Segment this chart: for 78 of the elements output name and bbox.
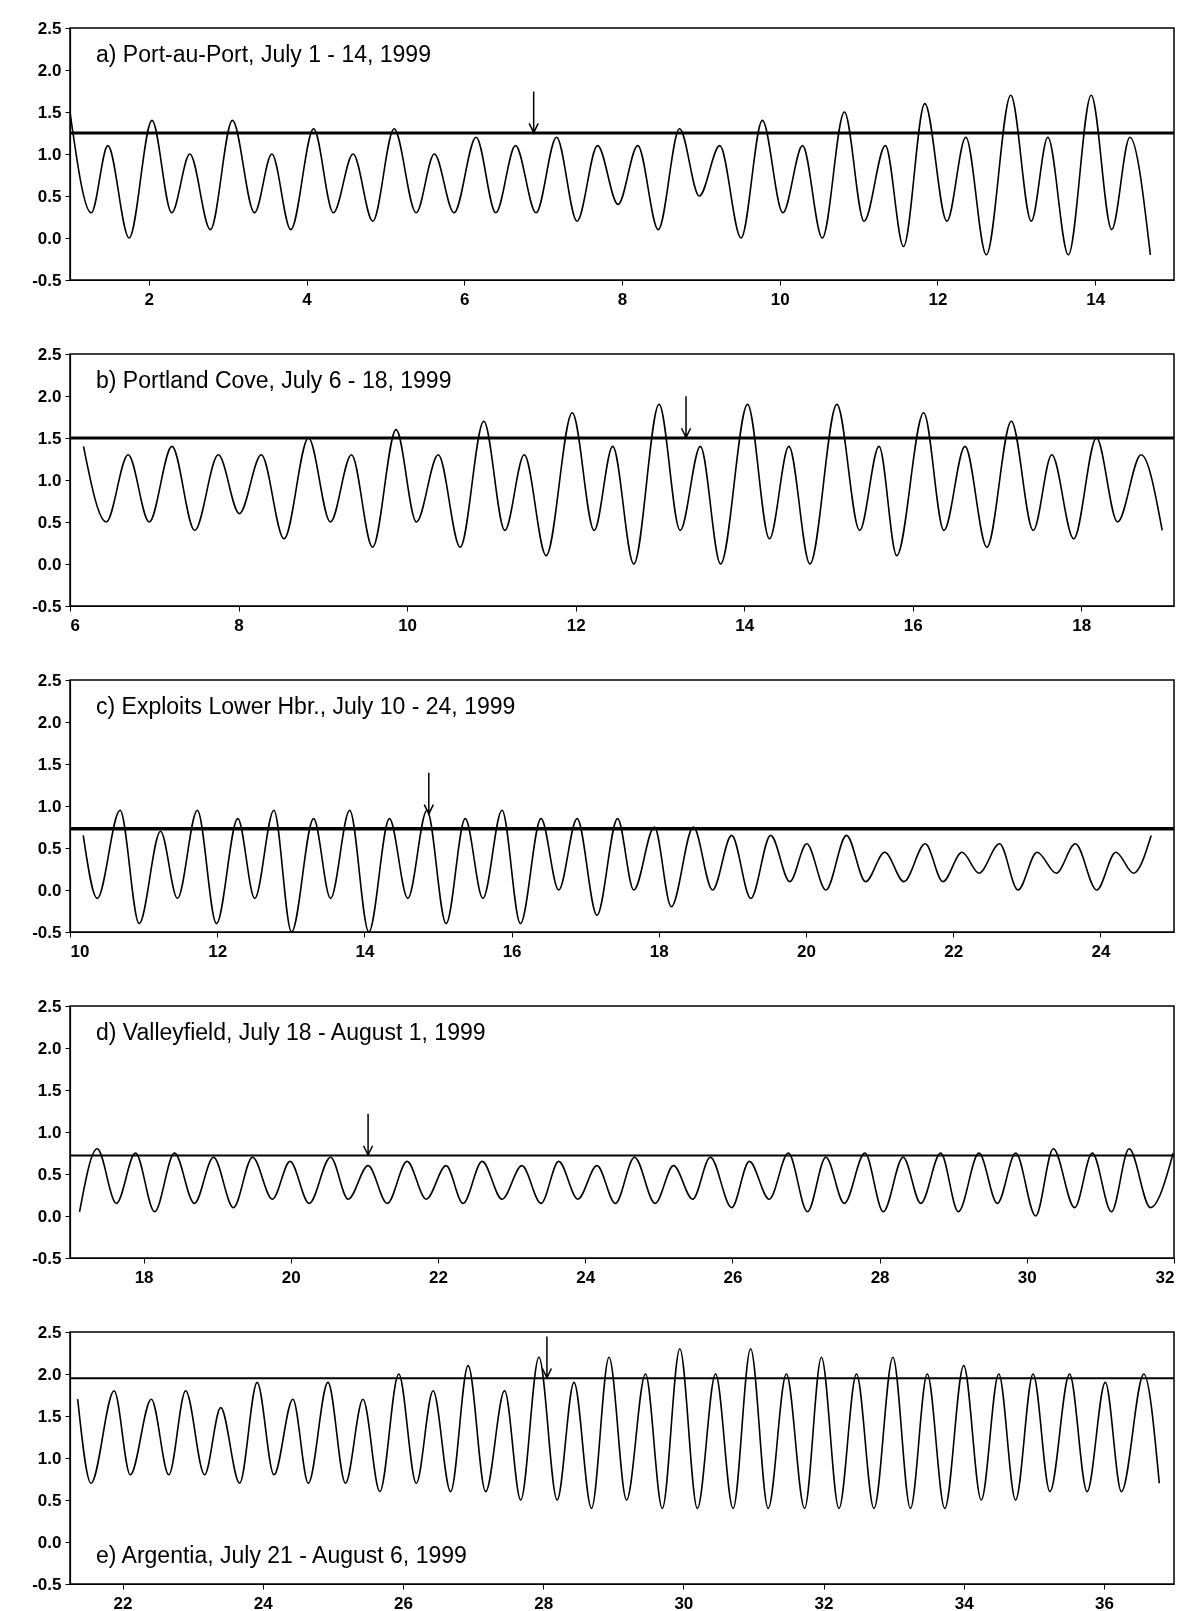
y-tick-label: -0.5: [32, 1248, 62, 1268]
x-tick-label: 12: [208, 941, 228, 961]
y-tick-label: 0.5: [37, 512, 62, 532]
x-tick-label: 22: [944, 941, 964, 961]
x-tick-label: 8: [234, 615, 244, 635]
x-tick-label: 14: [355, 941, 375, 961]
y-tick-label: 1.0: [37, 1448, 62, 1468]
y-tick-label: 1.5: [37, 428, 62, 448]
y-tick-label: 1.5: [37, 754, 62, 774]
x-tick-label: 14: [1086, 289, 1106, 309]
y-tick-label: 0.5: [37, 1490, 62, 1510]
x-tick-label: 18: [649, 941, 669, 961]
y-tick-label: -0.5: [32, 1574, 62, 1594]
y-tick-label: 2.5: [37, 18, 62, 38]
y-tick-label: 1.5: [37, 1080, 62, 1100]
x-tick-label: 26: [393, 1593, 413, 1611]
y-tick-label: 2.5: [37, 670, 62, 690]
y-tick-label: 2.0: [37, 1364, 62, 1384]
y-tick-label: 1.0: [37, 1122, 62, 1142]
y-tick-label: 0.5: [37, 838, 62, 858]
x-tick-label: 10: [70, 941, 90, 961]
y-tick-label: 0.5: [37, 186, 62, 206]
x-tick-label: 32: [814, 1593, 834, 1611]
y-tick-label: 0.0: [37, 1206, 62, 1226]
x-tick-label: 22: [113, 1593, 133, 1611]
y-tick-label: 0.0: [37, 880, 62, 900]
x-tick-label: 12: [566, 615, 586, 635]
x-tick-label: 28: [870, 1267, 890, 1287]
x-tick-label: 10: [398, 615, 418, 635]
x-tick-label: 12: [928, 289, 948, 309]
x-tick-label: 20: [281, 1267, 301, 1287]
text: d) Valleyfield, July 18 - August 1, 1999: [96, 1019, 486, 1045]
y-tick-label: 2.0: [37, 1038, 62, 1058]
x-tick-label: 18: [1072, 615, 1092, 635]
x-tick-label: 34: [954, 1593, 975, 1611]
y-tick-label: 2.0: [37, 712, 62, 732]
y-tick-label: 0.5: [37, 1164, 62, 1184]
x-tick-label: 20: [797, 941, 816, 961]
x-tick-label: 4: [302, 289, 313, 309]
y-tick-label: 2.0: [37, 386, 62, 406]
x-tick-label: 24: [1091, 941, 1111, 961]
x-tick-label: 22: [429, 1267, 448, 1287]
x-tick-label: 36: [1094, 1593, 1114, 1611]
y-tick-label: -0.5: [32, 922, 62, 942]
y-tick-label: 1.0: [37, 470, 62, 490]
y-tick-label: 1.5: [37, 1406, 62, 1426]
y-tick-label: 0.0: [37, 228, 62, 248]
y-tick-label: 1.0: [37, 796, 62, 816]
y-tick-label: 2.0: [37, 60, 62, 80]
x-tick-label: 30: [674, 1593, 694, 1611]
x-tick-label: 2: [144, 289, 155, 309]
x-tick-label: 6: [70, 615, 80, 635]
x-tick-label: 10: [770, 289, 790, 309]
x-tick-label: 28: [534, 1593, 554, 1611]
x-tick-label: 6: [460, 289, 470, 309]
x-tick-label: 26: [723, 1267, 743, 1287]
y-tick-label: 2.5: [37, 1322, 62, 1342]
text: e) Argentia, July 21 - August 6, 1999: [96, 1542, 467, 1568]
y-tick-label: 1.0: [37, 144, 62, 164]
y-tick-label: 2.5: [37, 996, 62, 1016]
x-tick-label: 14: [735, 615, 755, 635]
y-tick-label: 1.5: [37, 102, 62, 122]
x-tick-label: 32: [1155, 1267, 1175, 1287]
y-tick-label: -0.5: [32, 596, 62, 616]
y-tick-label: 0.0: [37, 554, 62, 574]
text: c) Exploits Lower Hbr., July 10 - 24, 1999: [96, 693, 516, 719]
y-tick-label: 2.5: [37, 344, 62, 364]
text: a) Port-au-Port, July 1 - 14, 1999: [96, 41, 431, 67]
x-tick-label: 8: [617, 289, 628, 309]
x-tick-label: 16: [502, 941, 522, 961]
x-tick-label: 18: [134, 1267, 154, 1287]
x-tick-label: 24: [253, 1593, 274, 1611]
y-tick-label: 0.0: [37, 1532, 62, 1552]
y-tick-label: -0.5: [32, 270, 62, 290]
text: b) Portland Cove, July 6 - 18, 1999: [96, 367, 452, 393]
x-tick-label: 30: [1017, 1267, 1037, 1287]
x-tick-label: 24: [576, 1267, 596, 1287]
x-tick-label: 16: [903, 615, 923, 635]
